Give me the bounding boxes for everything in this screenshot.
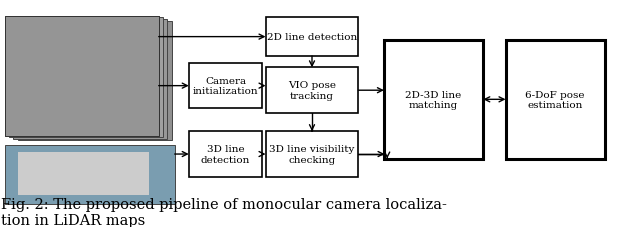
FancyBboxPatch shape — [5, 17, 159, 136]
FancyBboxPatch shape — [384, 41, 483, 159]
Text: VIO pose
tracking: VIO pose tracking — [288, 81, 336, 101]
Text: Camera
initialization: Camera initialization — [193, 76, 259, 96]
Text: 6-DoF pose
estimation: 6-DoF pose estimation — [525, 90, 585, 110]
FancyBboxPatch shape — [189, 64, 262, 109]
FancyBboxPatch shape — [506, 41, 605, 159]
FancyBboxPatch shape — [5, 17, 159, 136]
FancyBboxPatch shape — [18, 152, 149, 195]
Text: 2D-3D line
matching: 2D-3D line matching — [406, 90, 461, 110]
FancyBboxPatch shape — [189, 132, 262, 177]
FancyBboxPatch shape — [18, 22, 172, 141]
Text: 3D line visibility
checking: 3D line visibility checking — [269, 145, 355, 164]
FancyBboxPatch shape — [5, 145, 175, 204]
FancyBboxPatch shape — [266, 18, 358, 57]
Text: 3D line
detection: 3D line detection — [201, 145, 250, 164]
FancyBboxPatch shape — [9, 18, 163, 138]
Text: 2D line detection: 2D line detection — [267, 33, 357, 42]
FancyBboxPatch shape — [266, 68, 358, 114]
Text: Fig. 2: The proposed pipeline of monocular camera localiza-
tion in LiDAR maps: Fig. 2: The proposed pipeline of monocul… — [1, 197, 447, 227]
FancyBboxPatch shape — [266, 132, 358, 177]
FancyBboxPatch shape — [13, 20, 167, 139]
